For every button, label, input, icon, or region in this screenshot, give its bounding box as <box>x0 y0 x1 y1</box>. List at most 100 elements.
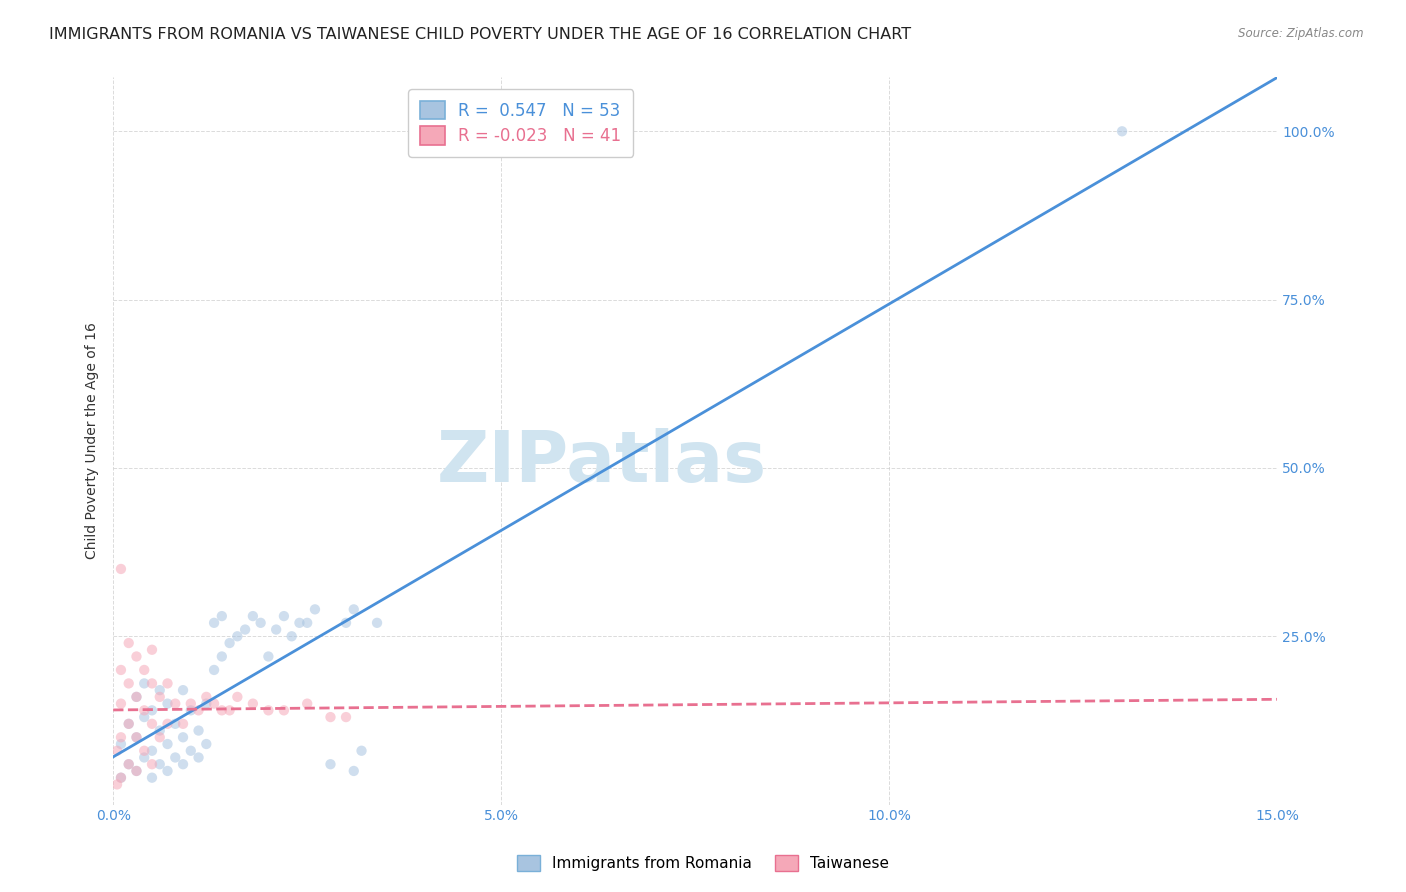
Text: Source: ZipAtlas.com: Source: ZipAtlas.com <box>1239 27 1364 40</box>
Point <box>141 676 163 690</box>
Point <box>187 750 209 764</box>
Point <box>172 716 194 731</box>
Point <box>125 690 148 704</box>
Point <box>141 642 163 657</box>
Point <box>257 649 280 664</box>
Point <box>343 602 366 616</box>
Point <box>149 731 172 745</box>
Point <box>195 690 218 704</box>
Legend: Immigrants from Romania, Taiwanese: Immigrants from Romania, Taiwanese <box>510 849 896 877</box>
Point <box>156 716 179 731</box>
Point <box>233 623 256 637</box>
Point <box>149 683 172 698</box>
Point <box>105 744 128 758</box>
Point <box>105 777 128 791</box>
Point <box>125 764 148 778</box>
Point <box>110 771 132 785</box>
Point <box>335 710 357 724</box>
Point <box>350 744 373 758</box>
Point <box>218 636 240 650</box>
Point <box>172 757 194 772</box>
Point <box>304 602 326 616</box>
Point <box>141 744 163 758</box>
Point <box>211 649 233 664</box>
Point <box>226 690 249 704</box>
Point <box>165 750 187 764</box>
Y-axis label: Child Poverty Under the Age of 16: Child Poverty Under the Age of 16 <box>86 323 100 559</box>
Point <box>202 697 225 711</box>
Point <box>110 737 132 751</box>
Point <box>187 723 209 738</box>
Point <box>1111 124 1133 138</box>
Point <box>125 731 148 745</box>
Point <box>125 649 148 664</box>
Point <box>156 737 179 751</box>
Point <box>202 663 225 677</box>
Point <box>264 623 287 637</box>
Point <box>242 697 264 711</box>
Point <box>134 744 156 758</box>
Point <box>180 744 202 758</box>
Point <box>141 757 163 772</box>
Point <box>134 710 156 724</box>
Point <box>156 764 179 778</box>
Point <box>134 663 156 677</box>
Point <box>118 757 141 772</box>
Point <box>218 703 240 717</box>
Point <box>288 615 311 630</box>
Point <box>335 615 357 630</box>
Point <box>141 703 163 717</box>
Point <box>319 710 342 724</box>
Point <box>249 615 271 630</box>
Point <box>125 690 148 704</box>
Text: ZIPatlas: ZIPatlas <box>437 428 768 498</box>
Point <box>110 562 132 576</box>
Point <box>134 676 156 690</box>
Point <box>226 629 249 643</box>
Point <box>295 615 318 630</box>
Point <box>118 716 141 731</box>
Point <box>149 757 172 772</box>
Point <box>125 764 148 778</box>
Point <box>125 731 148 745</box>
Point <box>110 663 132 677</box>
Point <box>110 697 132 711</box>
Point <box>118 716 141 731</box>
Point <box>187 703 209 717</box>
Point <box>242 609 264 624</box>
Point <box>149 723 172 738</box>
Point <box>110 731 132 745</box>
Point <box>195 697 218 711</box>
Point <box>156 676 179 690</box>
Point <box>180 703 202 717</box>
Point <box>165 697 187 711</box>
Point <box>141 771 163 785</box>
Point <box>273 703 295 717</box>
Point <box>172 731 194 745</box>
Point <box>343 764 366 778</box>
Point <box>118 636 141 650</box>
Point <box>156 697 179 711</box>
Point <box>118 676 141 690</box>
Point <box>211 703 233 717</box>
Point <box>165 716 187 731</box>
Point <box>273 609 295 624</box>
Point <box>141 716 163 731</box>
Point <box>172 683 194 698</box>
Point <box>211 609 233 624</box>
Point <box>134 750 156 764</box>
Point <box>366 615 388 630</box>
Point <box>118 757 141 772</box>
Point <box>202 615 225 630</box>
Point <box>280 629 302 643</box>
Point <box>195 737 218 751</box>
Point <box>134 703 156 717</box>
Point <box>149 690 172 704</box>
Point <box>319 757 342 772</box>
Text: IMMIGRANTS FROM ROMANIA VS TAIWANESE CHILD POVERTY UNDER THE AGE OF 16 CORRELATI: IMMIGRANTS FROM ROMANIA VS TAIWANESE CHI… <box>49 27 911 42</box>
Legend: R =  0.547   N = 53, R = -0.023   N = 41: R = 0.547 N = 53, R = -0.023 N = 41 <box>408 89 633 157</box>
Point <box>257 703 280 717</box>
Point <box>295 697 318 711</box>
Point <box>180 697 202 711</box>
Point <box>110 771 132 785</box>
